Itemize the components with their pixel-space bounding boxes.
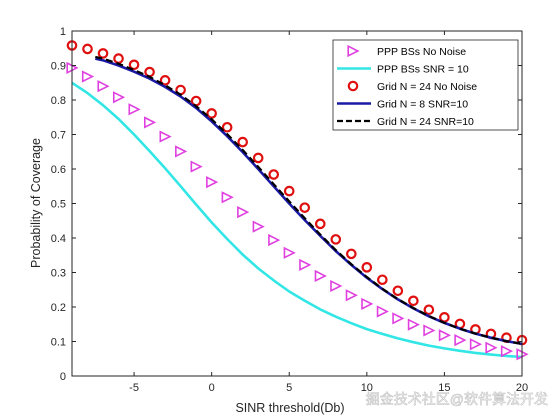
ppp-bss-no-noise-marker — [81, 70, 95, 83]
y-tick-label: 0.5 — [51, 199, 66, 211]
grid-n-24-no-noise-marker — [392, 285, 404, 297]
ppp-bss-no-noise-marker — [175, 145, 188, 158]
grid-n-24-no-noise-marker — [283, 185, 295, 197]
grid-n-24-no-noise-marker — [159, 75, 171, 86]
grid-n-24-no-noise-marker — [252, 152, 264, 164]
y-tick-label: 0.1 — [51, 337, 66, 349]
ppp-bss-no-noise-marker — [206, 176, 219, 189]
grid-n-24-no-noise-marker — [330, 234, 342, 245]
x-tick-label: 0 — [209, 382, 215, 394]
y-tick-label: 0.9 — [51, 61, 66, 73]
ppp-bss-no-noise-marker — [330, 279, 343, 293]
grid-n-24-no-noise-marker — [299, 202, 311, 213]
y-tick-label: 0 — [60, 371, 66, 383]
ppp-bss-no-noise-marker — [438, 329, 452, 342]
ppp-bss-no-noise-marker — [314, 269, 327, 283]
y-tick-label: 0.6 — [51, 164, 66, 176]
ppp-bss-no-noise-marker — [252, 220, 265, 233]
ppp-bss-no-noise-marker — [237, 206, 250, 219]
ppp-bss-no-noise-marker — [423, 324, 436, 337]
y-axis-label: Probability of Coverage — [29, 138, 43, 268]
grid-n-24-snr-10-line — [95, 55, 523, 345]
y-tick-label: 0.4 — [51, 233, 66, 245]
ppp-bss-no-noise-marker — [190, 160, 203, 173]
grid-n-24-no-noise-marker — [237, 136, 248, 148]
ppp-bss-no-noise-marker — [143, 116, 157, 129]
x-tick-label: 5 — [286, 382, 292, 394]
grid-n-8-snr-10-line — [95, 57, 523, 346]
ppp-bss-no-noise-marker — [345, 289, 358, 302]
ppp-bss-no-noise-marker — [268, 233, 281, 247]
ppp-bss-no-noise-marker — [454, 334, 467, 347]
ppp-bss-no-noise-marker — [407, 318, 420, 331]
ppp-bss-no-noise-marker — [500, 345, 514, 358]
y-tick-label: 1 — [60, 26, 66, 38]
ppp-bss-snr-10-line — [71, 81, 523, 359]
ppp-bss-no-noise-marker — [361, 297, 374, 310]
ppp-bss-no-noise-marker — [128, 103, 141, 116]
legend-label: Grid N = 24 SNR=10 — [377, 116, 474, 128]
legend-label: Grid N = 8 SNR=10 — [377, 99, 468, 111]
legend-ppp-bss-no-noise-marker — [347, 44, 360, 58]
ppp-bss-no-noise-marker — [159, 130, 172, 143]
legend-box — [332, 39, 519, 131]
x-tick-label: 20 — [516, 382, 528, 394]
grid-n-24-no-noise-marker — [268, 169, 280, 180]
ppp-bss-no-noise-marker — [392, 312, 405, 325]
grid-n-24-no-noise-marker — [314, 218, 326, 230]
ppp-bss-no-noise-marker — [97, 80, 110, 93]
x-axis-label: SINR threshold(Db) — [235, 401, 344, 415]
ppp-bss-no-noise-marker — [221, 191, 234, 204]
y-tick-label: 0.8 — [51, 95, 66, 107]
grid-n-24-no-noise-marker — [221, 121, 233, 133]
grid-n-24-no-noise-marker — [82, 43, 93, 55]
y-tick-label: 0.2 — [51, 302, 66, 314]
y-tick-label: 0.3 — [51, 268, 66, 280]
ppp-bss-no-noise-marker — [299, 258, 312, 272]
grid-n-24-no-noise-marker — [377, 274, 388, 286]
grid-n-24-no-noise-marker — [361, 262, 373, 273]
ppp-bss-no-noise-marker — [112, 91, 126, 104]
watermark-text: 掘金技术社区@软件算法开发 — [366, 391, 548, 407]
legend-grid-n-24-no-noise-marker — [347, 80, 359, 92]
legend-label: Grid N = 24 No Noise — [377, 81, 477, 93]
ppp-bss-no-noise-marker — [376, 305, 389, 318]
x-tick-label: -5 — [129, 382, 139, 394]
grid-n-24-no-noise-marker — [128, 59, 140, 71]
grid-n-24-no-noise-marker — [97, 48, 109, 59]
ppp-bss-no-noise-marker — [469, 338, 483, 351]
x-tick-label: 15 — [438, 382, 450, 394]
ppp-bss-no-noise-marker — [485, 341, 498, 354]
ppp-bss-no-noise-marker — [283, 246, 296, 259]
grid-n-24-no-noise-marker — [346, 248, 357, 260]
legend-label: PPP BSs No Noise — [377, 46, 466, 58]
y-tick-label: 0.7 — [51, 130, 66, 142]
grid-n-24-no-noise-marker — [423, 304, 435, 316]
x-tick-label: 10 — [361, 382, 373, 394]
grid-n-24-no-noise-marker — [206, 108, 217, 119]
grid-n-24-no-noise-marker — [408, 295, 419, 307]
legend-label: PPP BSs SNR = 10 — [377, 64, 469, 76]
